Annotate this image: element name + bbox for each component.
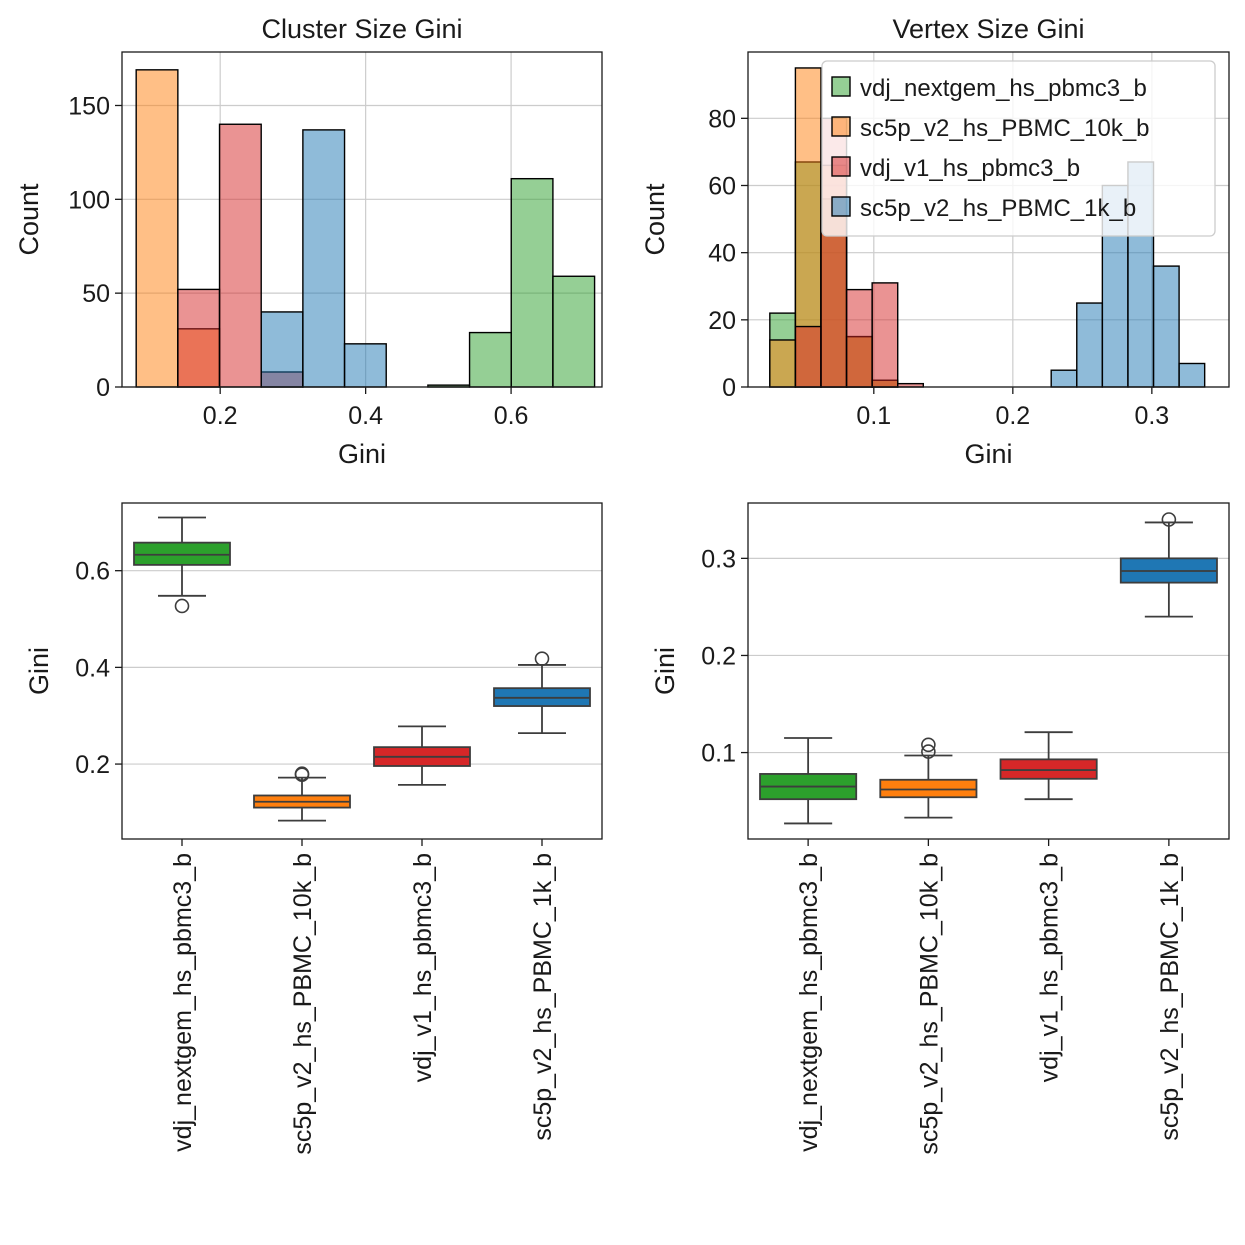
histogram-bar-1 (218, 123, 262, 388)
legend-swatch-2 (831, 156, 851, 177)
x-tick-label: 0.6 (494, 402, 529, 430)
x-axis-label: Gini (338, 439, 386, 469)
y-tick-label: 40 (708, 240, 736, 268)
legend-swatch-1 (831, 116, 851, 137)
legend-entry-0: vdj_nextgem_hs_pbmc3_b (860, 75, 1147, 102)
x-tick-label: vdj_nextgem_hs_pbmc3_b (795, 853, 823, 1152)
box-3 (493, 651, 591, 735)
legend-entry-2: vdj_v1_hs_pbmc3_b (860, 155, 1080, 182)
axes-frame-1 (747, 51, 1230, 388)
boxplot-panel-3: 0.1 0.2 0.3 vdj_nextgem_hs_pbmc3_b sc5p_v2_h… (650, 502, 1230, 1155)
box-0 (133, 516, 231, 614)
histogram-bar-3 (552, 275, 596, 388)
histogram-bar-3 (1152, 265, 1180, 388)
box-1 (253, 766, 351, 822)
outlier-point (921, 737, 936, 753)
box-2 (373, 725, 471, 786)
y-tick-label: 50 (82, 280, 110, 308)
histogram-bar-3 (1178, 362, 1206, 388)
y-axis-label: Count (14, 183, 44, 256)
x-tick-label: vdj_v1_hs_pbmc3_b (1036, 853, 1064, 1082)
box-iqr (879, 778, 978, 799)
box-iqr (999, 758, 1098, 780)
x-tick-label: 0.2 (203, 402, 238, 430)
x-tick-label: sc5p_v2_hs_PBMC_1k_b (1156, 853, 1184, 1141)
histogram-bar-2 (302, 129, 346, 388)
histogram-bar-1 (769, 339, 797, 388)
y-tick-label: 0 (722, 374, 736, 402)
chart-title: Cluster Size Gini (261, 14, 462, 44)
y-tick-label: 150 (68, 92, 110, 120)
histogram-bar-3 (510, 177, 554, 388)
chart-title: Vertex Size Gini (892, 14, 1084, 44)
legend-swatch-0 (831, 76, 851, 97)
histogram-bar-2 (845, 288, 873, 388)
y-axis-label: Gini (24, 647, 54, 695)
x-axis-label: Gini (964, 439, 1012, 469)
outlier-point (294, 766, 310, 782)
x-tick-label: 0.3 (1134, 402, 1169, 430)
x-tick-label: sc5p_v2_hs_PBMC_1k_b (529, 853, 557, 1141)
y-tick-label: 0 (96, 374, 110, 402)
y-tick-label: 100 (68, 186, 110, 214)
outlier-point (921, 744, 936, 759)
box-2 (999, 731, 1098, 801)
y-tick-label: 0.6 (75, 558, 110, 586)
x-tick-label: vdj_v1_hs_pbmc3_b (409, 853, 437, 1082)
y-tick-label: 20 (708, 307, 736, 335)
legend-box (821, 60, 1216, 237)
box-iqr (133, 541, 231, 566)
histogram-bar-3 (1050, 369, 1078, 388)
x-tick-label: 0.2 (995, 402, 1030, 430)
x-tick-label: 0.1 (856, 402, 891, 430)
axes-frame-3 (747, 502, 1230, 840)
y-tick-label: 0.1 (701, 740, 736, 768)
boxplot-panel-2: 0.2 0.4 0.6 vdj_nextgem_hs_pbmc3_b sc5p_v2_h… (24, 502, 603, 1155)
x-tick-label: 0.4 (348, 402, 383, 430)
box-1 (879, 737, 978, 819)
y-tick-label: 0.2 (75, 751, 110, 779)
y-tick-label: 60 (708, 172, 736, 200)
histogram-panel-1: 0.1 0.2 0.3 0 20 40 60 80 Vertex Size Gini Gini Co… (640, 14, 1230, 469)
x-tick-label: vdj_nextgem_hs_pbmc3_b (169, 853, 197, 1152)
histogram-bar-2 (794, 325, 822, 388)
legend-entry-1: sc5p_v2_hs_PBMC_10k_b (860, 115, 1150, 142)
y-axis-label: Count (640, 183, 670, 256)
histogram-bar-3 (468, 331, 512, 388)
y-axis-label: Gini (650, 647, 680, 695)
outlier-point (1161, 512, 1177, 527)
y-tick-label: 80 (708, 105, 736, 133)
y-tick-label: 0.2 (701, 642, 736, 670)
legend-swatch-3 (831, 196, 851, 217)
outlier-point (174, 598, 190, 614)
histogram-bar-2 (260, 311, 304, 388)
x-tick-label: sc5p_v2_hs_PBMC_10k_b (289, 853, 317, 1155)
legend: vdj_nextgem_hs_pbmc3_b sc5p_v2_hs_PBMC_10… (821, 60, 1216, 237)
axes-frame-2 (121, 502, 603, 840)
y-tick-label: 0.3 (701, 545, 736, 573)
histogram-bar-0 (135, 69, 179, 388)
box-0 (759, 737, 858, 825)
box-3 (1119, 512, 1218, 618)
histogram-bar-2 (343, 343, 387, 388)
histogram-bar-3 (1076, 302, 1104, 388)
axes-frame-0 (121, 51, 603, 388)
legend-entry-3: sc5p_v2_hs_PBMC_1k_b (860, 195, 1136, 222)
histogram-panel-0: 0.2 0.4 0.6 0 50 100 150 Cluster Size Gini Gini C… (14, 14, 603, 469)
y-tick-label: 0.4 (75, 654, 110, 682)
histogram-bar-2 (871, 282, 899, 388)
histogram-bar-1 (177, 288, 221, 388)
x-tick-label: sc5p_v2_hs_PBMC_10k_b (915, 853, 943, 1155)
outlier-point (534, 651, 550, 666)
